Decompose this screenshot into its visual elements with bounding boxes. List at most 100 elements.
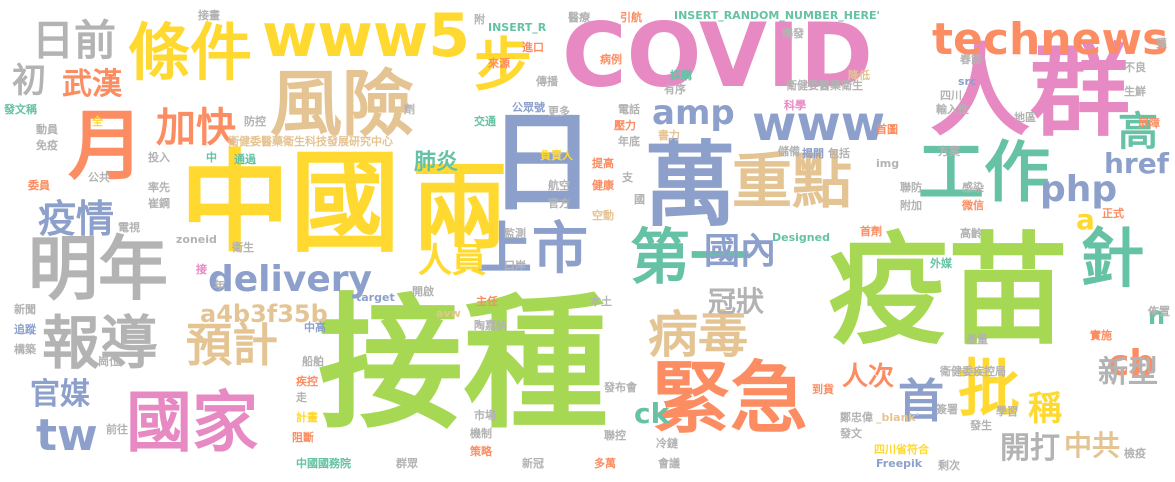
word: technews	[932, 14, 1169, 65]
word: 會議	[658, 457, 680, 470]
word: 鄭忠偉	[840, 411, 873, 424]
word: 新型	[1098, 355, 1158, 390]
word: 風險	[270, 62, 415, 146]
word: 投入	[148, 151, 170, 164]
word: 輸入性	[936, 103, 969, 116]
word: 工作	[918, 134, 1050, 211]
word: 崔鋼	[148, 197, 170, 210]
word: 阻斷	[292, 431, 314, 444]
word: 壓力	[614, 119, 636, 132]
word: zoneid	[176, 233, 217, 246]
word: 中共	[1064, 429, 1121, 462]
word: 開打	[1000, 431, 1060, 466]
word: 有序	[664, 83, 686, 96]
word: a4b3f35b	[200, 300, 328, 328]
word: 降低	[848, 69, 870, 82]
word: 官方	[548, 197, 570, 210]
word: 外媒	[930, 257, 952, 270]
word: _blank'	[876, 411, 920, 424]
word: a	[1076, 203, 1095, 236]
word: target	[356, 291, 395, 304]
word: 進口	[522, 41, 544, 54]
word: 聯控	[604, 429, 626, 442]
word: n	[1148, 302, 1166, 330]
word: 接畫	[198, 9, 220, 22]
word: 肺炎	[414, 150, 459, 175]
word: 上市	[476, 217, 588, 282]
word: 主任	[476, 295, 498, 308]
word: 人群	[930, 33, 1130, 150]
word: 爆發	[782, 27, 804, 40]
word: 到貨	[812, 383, 834, 396]
word: 電話	[618, 103, 640, 116]
word: 檢疫	[1124, 447, 1146, 460]
word: 監測	[504, 227, 526, 240]
word: 病毒	[648, 306, 748, 364]
word: 本土	[590, 295, 612, 308]
word: 屏障	[1138, 117, 1160, 130]
word: 方案	[938, 145, 960, 158]
word: 引航	[620, 11, 642, 24]
word: www5	[262, 1, 471, 71]
word: 走	[296, 391, 307, 404]
word: 年底	[618, 135, 640, 148]
word: 接種	[318, 280, 608, 449]
word: Freepik	[876, 457, 923, 470]
word: 衛健委醫藥衛生	[786, 79, 863, 92]
word: 月	[68, 101, 144, 190]
word: 聯防	[900, 181, 922, 194]
word: 口岸	[504, 259, 526, 272]
word: 首劑	[860, 225, 882, 238]
word: 發文	[840, 427, 862, 440]
word: 疫情	[38, 197, 115, 241]
word: 冷鏈	[656, 437, 678, 450]
word: 首圖	[876, 123, 898, 136]
word: 電視	[118, 221, 140, 234]
word: 感染	[962, 181, 984, 194]
word: delivery	[208, 259, 372, 300]
word: 儲備	[778, 145, 800, 158]
word: 國	[634, 193, 645, 206]
word: 獲	[1156, 37, 1167, 50]
word: 書力	[658, 129, 680, 142]
word: 追蹤	[14, 323, 36, 336]
word: 疫苗	[828, 222, 1068, 361]
word: 發布會	[604, 381, 637, 394]
word: php	[1040, 169, 1118, 210]
word: 計畫	[296, 411, 318, 424]
word: 不良	[1124, 61, 1146, 74]
word: 冠狀	[708, 285, 765, 318]
word: 年	[214, 279, 225, 292]
word: 學習	[996, 405, 1018, 418]
word: 公眾號	[512, 101, 545, 114]
word: 多萬	[594, 457, 616, 470]
word: 航空	[548, 179, 570, 192]
word: 針	[1080, 223, 1144, 297]
word: 生鮮	[1124, 85, 1146, 98]
word: 防控	[244, 115, 266, 128]
word: 地區	[1014, 111, 1036, 124]
word: 率先	[148, 181, 170, 194]
word: 稱	[1028, 389, 1062, 429]
word: 全	[92, 115, 103, 128]
word: 發生	[970, 419, 992, 432]
word: 公共	[88, 171, 110, 184]
word: 高	[1118, 109, 1158, 155]
word: 衛健委醫藥衛生科技發展研究中心	[228, 135, 393, 148]
word: 機制	[470, 427, 492, 440]
word: 附加	[900, 199, 922, 212]
word: 簽署	[936, 403, 958, 416]
word: 科學	[784, 99, 806, 112]
word: 重點	[732, 147, 852, 217]
word: 包括	[828, 147, 850, 160]
word: 新聞	[14, 303, 36, 316]
word: 剩次	[938, 459, 960, 472]
word: Designed	[772, 231, 830, 244]
word: 新冠	[522, 457, 544, 470]
word: 傳播	[536, 75, 558, 88]
word: 日	[488, 101, 597, 226]
word: 群眾	[396, 457, 418, 470]
word: 負責人	[540, 149, 573, 162]
word: www	[752, 96, 886, 152]
word: 陶嘉納	[474, 319, 507, 332]
